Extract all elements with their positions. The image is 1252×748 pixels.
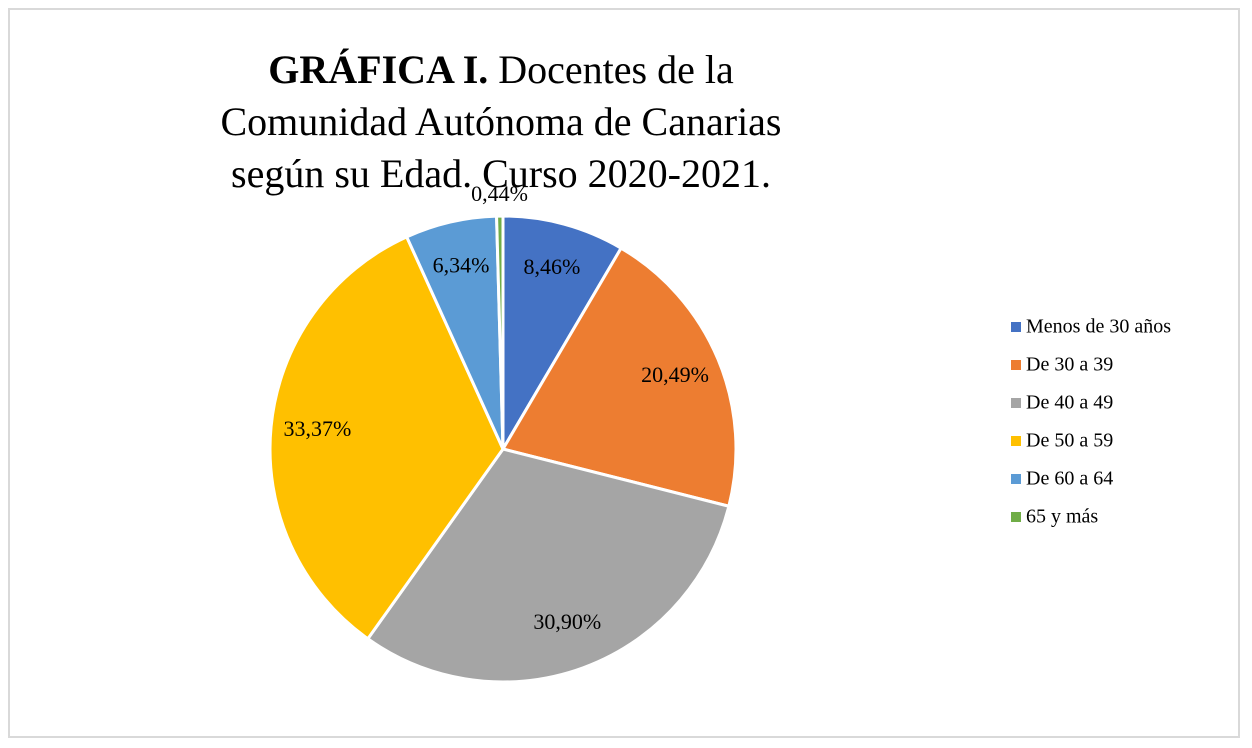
data-label: 30,90% — [533, 609, 601, 634]
pie-slice — [500, 246, 738, 509]
pie-slice — [495, 214, 505, 450]
legend-swatch — [1011, 322, 1021, 332]
legend-label: Menos de 30 años — [1026, 316, 1171, 338]
legend-swatch — [1011, 360, 1021, 370]
data-label: 6,34% — [433, 252, 490, 277]
legend-swatch — [1011, 474, 1021, 484]
title-text: Docentes de la Comunidad Autónoma de Can… — [220, 47, 782, 196]
chart-frame — [8, 8, 1240, 738]
data-label: 33,37% — [284, 416, 352, 441]
legend-label: De 30 a 39 — [1026, 354, 1113, 376]
pie-slice — [501, 214, 624, 455]
pie-slice — [365, 447, 731, 684]
chart-title: GRÁFICA I. Docentes de la Comunidad Autó… — [176, 44, 826, 200]
legend-label: De 40 a 49 — [1026, 392, 1113, 414]
legend-swatch — [1011, 512, 1021, 522]
data-label: 20,49% — [641, 362, 709, 387]
legend-label: 65 y más — [1026, 506, 1098, 528]
title-label: GRÁFICA I. — [268, 47, 489, 92]
legend-label: De 60 a 64 — [1026, 468, 1113, 490]
data-label: 8,46% — [524, 254, 581, 279]
pie-slice — [268, 234, 505, 641]
data-label: 0,44% — [471, 181, 528, 206]
legend-swatch — [1011, 398, 1021, 408]
legend-label: De 50 a 59 — [1026, 430, 1113, 452]
legend-swatch — [1011, 436, 1021, 446]
